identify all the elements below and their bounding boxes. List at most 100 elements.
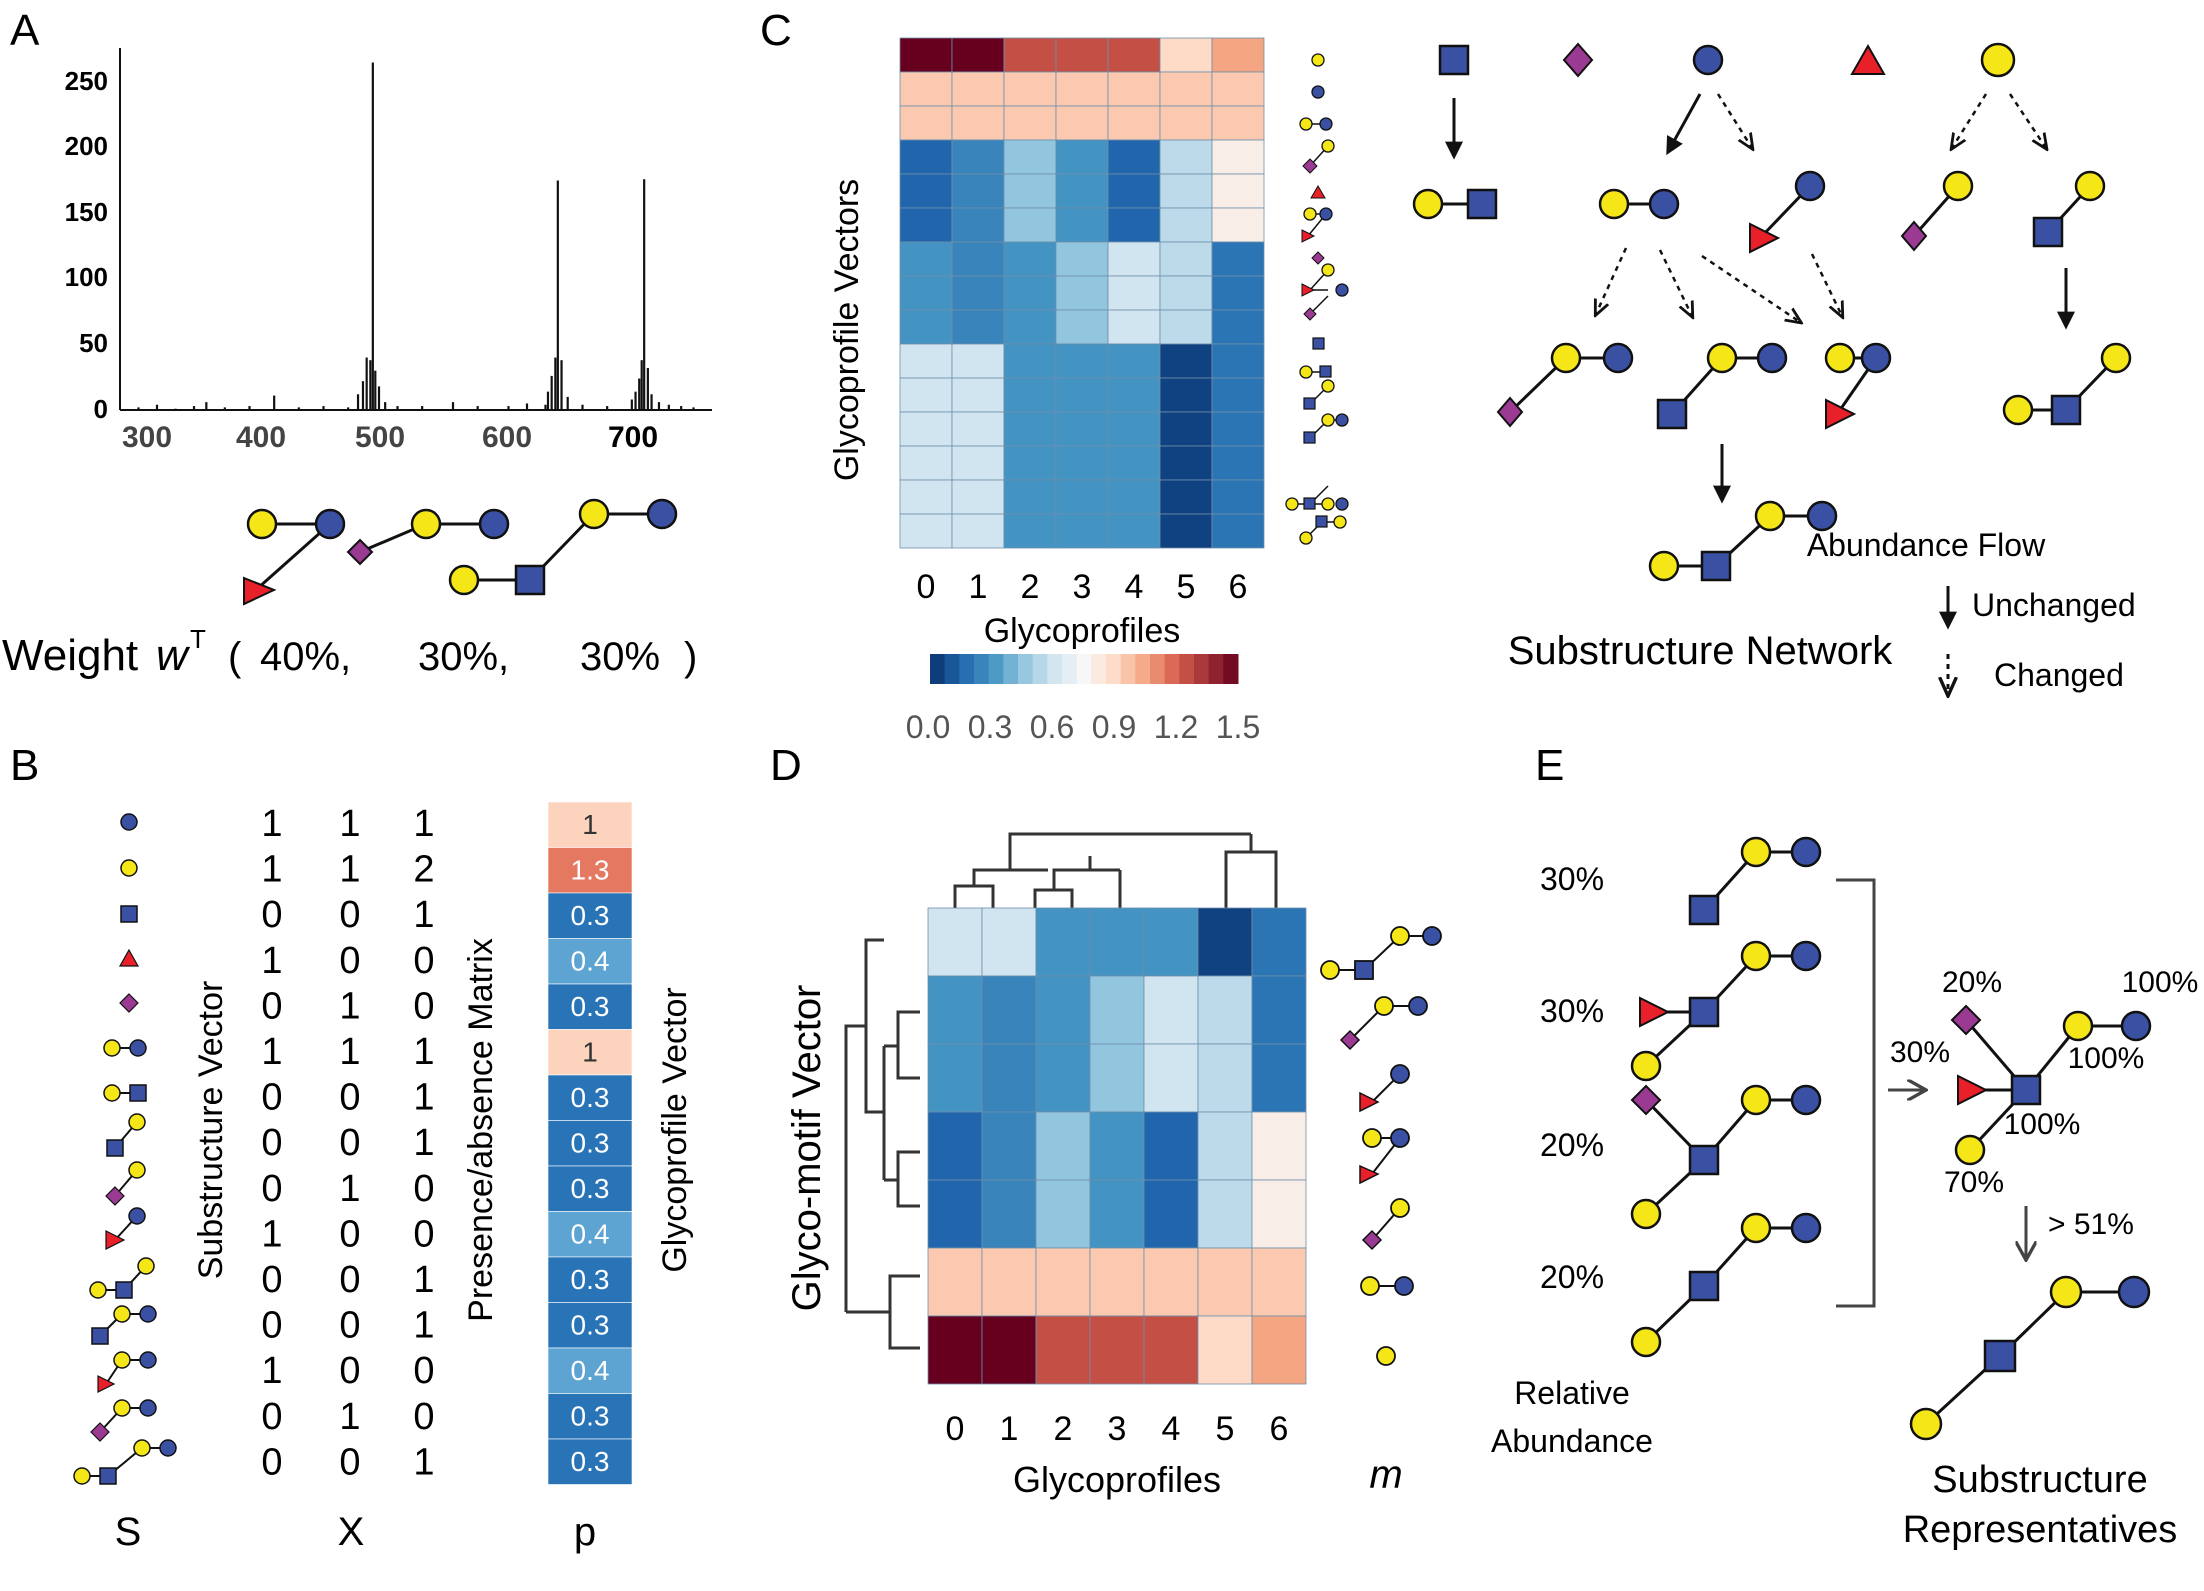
heatmap-cell bbox=[1197, 975, 1253, 1045]
heatmap-cell bbox=[1159, 37, 1213, 73]
heatmap-cell bbox=[899, 241, 953, 277]
colorbar-segment bbox=[1091, 654, 1107, 684]
heatmap-cell bbox=[899, 275, 953, 311]
heatmap-cell bbox=[1211, 241, 1265, 277]
heatmap-cell bbox=[1107, 445, 1161, 481]
heatmap-cell bbox=[899, 71, 953, 107]
blue-circle-icon bbox=[120, 813, 138, 831]
glycan-sia-gal-glc bbox=[90, 1399, 157, 1442]
heatmap-cell bbox=[1089, 1111, 1145, 1181]
matrix-cell: 0 bbox=[339, 1122, 360, 1164]
heatmap-cell bbox=[1251, 975, 1307, 1045]
label-p: p bbox=[574, 1510, 596, 1554]
heatmap-cell bbox=[1003, 309, 1057, 345]
heatmap-cell bbox=[1211, 139, 1265, 175]
matrix-cell: 1 bbox=[413, 1441, 434, 1483]
heatmap-cell bbox=[981, 1043, 1037, 1113]
heatmap-cell bbox=[927, 975, 983, 1045]
panel-label-e: E bbox=[1535, 741, 1564, 790]
heatmap-cell bbox=[1159, 275, 1213, 311]
c-x-tick-5: 5 bbox=[1177, 568, 1196, 606]
heatmap-cell bbox=[1055, 139, 1109, 175]
matrix-cell: 1 bbox=[413, 1031, 434, 1073]
panel-a-glycan-3 bbox=[448, 498, 678, 596]
d-x-tick-0: 0 bbox=[946, 1410, 965, 1448]
c-x-tick-2: 2 bbox=[1021, 568, 1040, 606]
matrix-cell: 1 bbox=[413, 1077, 434, 1119]
heatmap-cell bbox=[1159, 513, 1213, 549]
heatmap-cell bbox=[1251, 1043, 1307, 1113]
matrix-cell: 0 bbox=[261, 1168, 282, 1210]
heatmap-cell bbox=[981, 1247, 1037, 1317]
colorbar-ticks: 0.0 0.3 0.6 0.9 1.2 1.5 bbox=[906, 709, 1260, 745]
rep-label-glcnac: 100% bbox=[2004, 1108, 2081, 1141]
colorbar-segment bbox=[1032, 654, 1048, 684]
matrix-cell: 0 bbox=[339, 1259, 360, 1301]
heatmap-cell bbox=[951, 479, 1005, 515]
p-value: 1.3 bbox=[571, 855, 610, 886]
glycoprofile-vector-p: 1 1.3 0.3 0.4 0.3 1 0.3 0.3 0.3 0.4 0.3 0.3 0.4 0.3 0.… bbox=[547, 801, 633, 1485]
heatmap-cell bbox=[1211, 411, 1265, 447]
heatmap-cell bbox=[927, 1247, 983, 1317]
heatmap-cell bbox=[1003, 71, 1057, 107]
y-tick-100: 100 bbox=[65, 262, 108, 292]
heatmap-cell bbox=[1035, 1043, 1091, 1113]
threshold-label: > 51% bbox=[2048, 1208, 2134, 1241]
heatmap-cell bbox=[1107, 37, 1161, 73]
heatmap-cell bbox=[1003, 445, 1057, 481]
p-value: 0.4 bbox=[571, 1219, 610, 1250]
p-value: 0.3 bbox=[571, 1264, 610, 1295]
heatmap-cell bbox=[1055, 343, 1109, 379]
c-y-label: Glycoprofile Vectors bbox=[828, 179, 866, 481]
heatmap-cell bbox=[1211, 309, 1265, 345]
c-x-tick-4: 4 bbox=[1125, 568, 1144, 606]
heatmap-cell bbox=[1107, 207, 1161, 243]
substructure-label: Substructure bbox=[1932, 1459, 2147, 1501]
heatmap-cell bbox=[951, 411, 1005, 447]
p-value: 1 bbox=[582, 1037, 598, 1068]
weight-symbol: w bbox=[156, 631, 191, 680]
yellow-circle-icon bbox=[448, 564, 480, 596]
heatmap-cell bbox=[1197, 1179, 1253, 1249]
heatmap-cell bbox=[927, 1043, 983, 1113]
p-cell bbox=[547, 1029, 633, 1076]
colorbar-segment bbox=[1223, 654, 1239, 684]
heatmap-cell bbox=[899, 37, 953, 73]
p-value: 0.3 bbox=[571, 1128, 610, 1159]
percent-4: 20% bbox=[1540, 1259, 1604, 1295]
colorbar-segment bbox=[1047, 654, 1063, 684]
heatmap-cell bbox=[1089, 975, 1145, 1045]
rep-label-gal-bottom: 70% bbox=[1944, 1166, 2004, 1199]
heatmap-cell bbox=[1003, 377, 1057, 413]
y-tick-250: 250 bbox=[65, 66, 108, 96]
heatmap-cell bbox=[951, 173, 1005, 209]
p-value: 0.3 bbox=[571, 991, 610, 1022]
yellow-circle-icon bbox=[1980, 42, 2016, 78]
heatmap-cell bbox=[1089, 1043, 1145, 1113]
presence-matrix-label: Presence/absence Matrix bbox=[462, 938, 500, 1322]
heatmap-cell bbox=[1143, 907, 1199, 977]
p-cell bbox=[547, 938, 633, 985]
panel-label-b: B bbox=[10, 741, 39, 790]
matrix-cell: 1 bbox=[261, 940, 282, 982]
weight-row: Weight w T ( 40%, 30%, 30% ) bbox=[2, 624, 697, 680]
panel-b-substructure-vector: Substructure Vector S bbox=[73, 813, 230, 1554]
panel-label-d: D bbox=[770, 741, 802, 790]
bracket bbox=[1836, 878, 1876, 1308]
purple-diamond-icon bbox=[119, 993, 139, 1013]
heatmap-cell bbox=[899, 105, 953, 141]
heatmap-cell bbox=[951, 241, 1005, 277]
heatmap-cell bbox=[1159, 343, 1213, 379]
heatmap-cell bbox=[1143, 1315, 1199, 1385]
heatmap-cell bbox=[1107, 309, 1161, 345]
heatmap-cell bbox=[951, 139, 1005, 175]
matrix-cell: 0 bbox=[339, 1077, 360, 1119]
abundance-flow-legend: Abundance Flow Unchanged Changed bbox=[1807, 527, 2136, 694]
y-tick-50: 50 bbox=[79, 328, 108, 358]
substructure-network: Substructure Network bbox=[1412, 42, 2132, 673]
heatmap-cell bbox=[1211, 275, 1265, 311]
x-tick-700: 700 bbox=[608, 421, 658, 454]
heatmap-cell bbox=[1055, 105, 1109, 141]
yellow-circle-icon bbox=[410, 508, 442, 540]
colorbar-segment bbox=[1194, 654, 1210, 684]
